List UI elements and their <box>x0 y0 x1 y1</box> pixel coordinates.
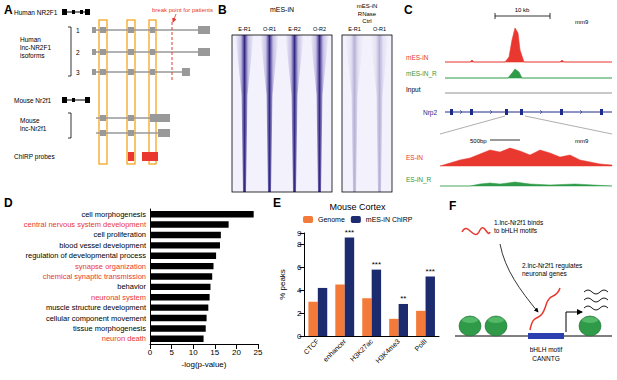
svg-text:3: 3 <box>76 69 80 76</box>
svg-text:20: 20 <box>232 348 241 357</box>
svg-text:CTCF: CTCF <box>302 338 320 356</box>
svg-text:D: D <box>4 196 13 210</box>
svg-text:10 kb: 10 kb <box>515 7 530 13</box>
svg-text:***: *** <box>372 260 381 269</box>
svg-text:mm9: mm9 <box>575 19 589 25</box>
svg-text:chemical synaptic transmission: chemical synaptic transmission <box>43 272 146 281</box>
svg-text:Nrp2: Nrp2 <box>423 109 437 117</box>
svg-text:Input: Input <box>406 86 421 94</box>
svg-text:A: A <box>4 3 13 17</box>
svg-text:neuronal genes: neuronal genes <box>522 270 568 278</box>
svg-text:8: 8 <box>297 240 302 249</box>
svg-text:behavior: behavior <box>117 282 146 291</box>
svg-text:cellular component movement: cellular component movement <box>46 314 147 323</box>
svg-text:0: 0 <box>148 348 153 357</box>
svg-text:lnc-NR2F1: lnc-NR2F1 <box>20 44 51 51</box>
svg-text:**: ** <box>400 294 406 303</box>
svg-text:mES-iN: mES-iN <box>357 3 378 9</box>
svg-text:1.lnc-Nr2f1 binds: 1.lnc-Nr2f1 binds <box>494 219 544 226</box>
svg-text:E: E <box>273 196 281 210</box>
svg-text:Genome: Genome <box>318 216 345 223</box>
svg-text:O-R1: O-R1 <box>263 26 276 32</box>
svg-text:neuronal system: neuronal system <box>91 293 146 302</box>
svg-text:4: 4 <box>297 286 302 295</box>
svg-text:lnc-Nr2f1: lnc-Nr2f1 <box>20 125 47 132</box>
svg-text:9: 9 <box>297 229 302 238</box>
svg-text:muscle structure development: muscle structure development <box>46 303 147 312</box>
svg-text:regulation of developmental pr: regulation of developmental process <box>26 251 147 260</box>
svg-text:Mouse Cortex: Mouse Cortex <box>329 202 386 212</box>
svg-text:bHLH motif: bHLH motif <box>530 346 563 353</box>
svg-text:E-R1: E-R1 <box>348 26 361 32</box>
svg-text:2.lnc-Nr2f1 regulates: 2.lnc-Nr2f1 regulates <box>522 262 583 270</box>
svg-text:-log(p-value): -log(p-value) <box>182 360 227 369</box>
svg-text:mm9: mm9 <box>575 138 589 144</box>
svg-text:enhancer: enhancer <box>322 337 348 363</box>
svg-text:ChIRP probes: ChIRP probes <box>14 153 55 161</box>
svg-text:% peaks: % peaks <box>278 269 287 300</box>
svg-text:500bp: 500bp <box>470 138 487 144</box>
svg-text:RNase: RNase <box>358 11 377 17</box>
svg-text:mES-iN ChIRP: mES-iN ChIRP <box>366 216 413 223</box>
svg-text:Mouse Nr2f1: Mouse Nr2f1 <box>14 97 52 104</box>
svg-text:6: 6 <box>297 263 302 272</box>
svg-text:2: 2 <box>76 49 80 56</box>
svg-text:E-R2: E-R2 <box>288 26 301 32</box>
svg-text:neuron death: neuron death <box>102 334 146 343</box>
svg-text:mES-iN: mES-iN <box>270 6 294 13</box>
svg-text:ES-iN_R: ES-iN_R <box>406 176 432 184</box>
svg-text:PolII: PolII <box>413 337 428 352</box>
svg-text:mES-iN_R: mES-iN_R <box>406 70 437 78</box>
svg-text:synapse organization: synapse organization <box>75 262 146 271</box>
svg-text:Human: Human <box>20 36 41 43</box>
svg-text:H3K4me3: H3K4me3 <box>374 337 401 364</box>
svg-text:10: 10 <box>189 348 198 357</box>
svg-text:2: 2 <box>297 309 302 318</box>
svg-text:cell morphogenesis: cell morphogenesis <box>81 210 146 219</box>
svg-text:CANNTG: CANNTG <box>532 355 559 362</box>
svg-text:cell proliferation: cell proliferation <box>93 230 146 239</box>
svg-text:F: F <box>449 199 456 213</box>
svg-text:O-R1: O-R1 <box>373 26 386 32</box>
svg-text:1: 1 <box>76 27 80 34</box>
svg-text:H3K27ac: H3K27ac <box>349 337 375 363</box>
svg-text:15: 15 <box>210 348 219 357</box>
svg-text:Mouse: Mouse <box>20 117 40 124</box>
svg-text:break point for patients: break point for patients <box>152 7 213 13</box>
svg-text:C: C <box>404 3 413 17</box>
svg-text:to bHLH motifs: to bHLH motifs <box>494 227 538 234</box>
svg-text:B: B <box>218 3 227 17</box>
svg-text:E-R1: E-R1 <box>238 26 251 32</box>
svg-text:25: 25 <box>254 348 263 357</box>
svg-text:Human NR2F1: Human NR2F1 <box>14 9 58 16</box>
svg-text:5: 5 <box>169 348 174 357</box>
svg-text:***: *** <box>426 267 435 276</box>
svg-text:central nervous system develop: central nervous system development <box>24 220 147 229</box>
svg-text:blood vessel development: blood vessel development <box>59 241 147 250</box>
svg-text:isoforms: isoforms <box>20 52 45 59</box>
svg-text:Ctrl: Ctrl <box>362 18 371 24</box>
svg-text:O-R2: O-R2 <box>313 26 326 32</box>
svg-text:mES-iN: mES-iN <box>406 54 429 61</box>
svg-text:tissue morphogenesis: tissue morphogenesis <box>73 324 146 333</box>
svg-text:ES-iN: ES-iN <box>406 154 423 161</box>
svg-text:***: *** <box>345 228 354 237</box>
svg-text:0: 0 <box>297 332 302 341</box>
